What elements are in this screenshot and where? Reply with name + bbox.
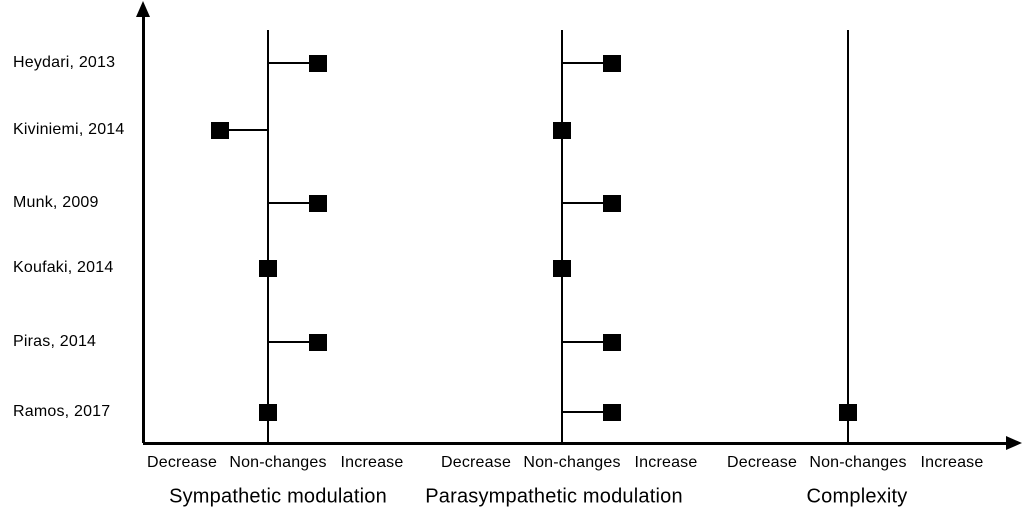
connector-line xyxy=(562,341,612,343)
data-marker xyxy=(309,333,327,351)
study-label: Piras, 2014 xyxy=(13,333,97,350)
y-axis-arrowhead xyxy=(136,1,150,17)
x-axis-arrowhead xyxy=(1006,436,1022,450)
x-tick-label: Non-changes xyxy=(809,454,907,471)
connector-line xyxy=(562,202,612,204)
data-marker xyxy=(553,259,571,277)
connector-line xyxy=(268,202,318,204)
data-marker xyxy=(839,403,857,421)
panel-axis-line xyxy=(847,30,849,443)
study-label: Munk, 2009 xyxy=(13,194,99,211)
x-tick-label: Decrease xyxy=(440,454,512,471)
data-marker xyxy=(603,194,621,212)
data-marker xyxy=(603,54,621,72)
study-label: Koufaki, 2014 xyxy=(13,259,114,276)
panel-title: Parasympathetic modulation xyxy=(425,485,683,508)
panel-axis-line xyxy=(267,30,269,443)
data-marker xyxy=(259,259,277,277)
study-label: Kiviniemi, 2014 xyxy=(13,121,125,138)
x-tick-label: Decrease xyxy=(726,454,798,471)
x-tick-label: Increase xyxy=(340,454,404,471)
x-tick-label: Increase xyxy=(634,454,698,471)
data-marker xyxy=(603,403,621,421)
connector-line xyxy=(268,341,318,343)
data-marker xyxy=(211,121,229,139)
x-tick-label: Non-changes xyxy=(229,454,327,471)
study-label: Ramos, 2017 xyxy=(13,403,111,420)
data-marker xyxy=(553,121,571,139)
data-marker xyxy=(259,403,277,421)
x-tick-label: Decrease xyxy=(146,454,218,471)
y-axis-line xyxy=(141,8,145,443)
data-marker xyxy=(603,333,621,351)
connector-line xyxy=(268,62,318,64)
x-axis-line xyxy=(143,441,1006,445)
x-tick-label: Non-changes xyxy=(523,454,621,471)
data-marker xyxy=(309,54,327,72)
x-tick-label: Increase xyxy=(920,454,984,471)
connector-line xyxy=(220,129,268,131)
connector-line xyxy=(562,62,612,64)
study-label: Heydari, 2013 xyxy=(13,54,116,71)
data-marker xyxy=(309,194,327,212)
panel-title: Sympathetic modulation xyxy=(169,485,387,508)
connector-line xyxy=(562,411,612,413)
panel-title: Complexity xyxy=(806,485,908,508)
panel-axis-line xyxy=(561,30,563,443)
